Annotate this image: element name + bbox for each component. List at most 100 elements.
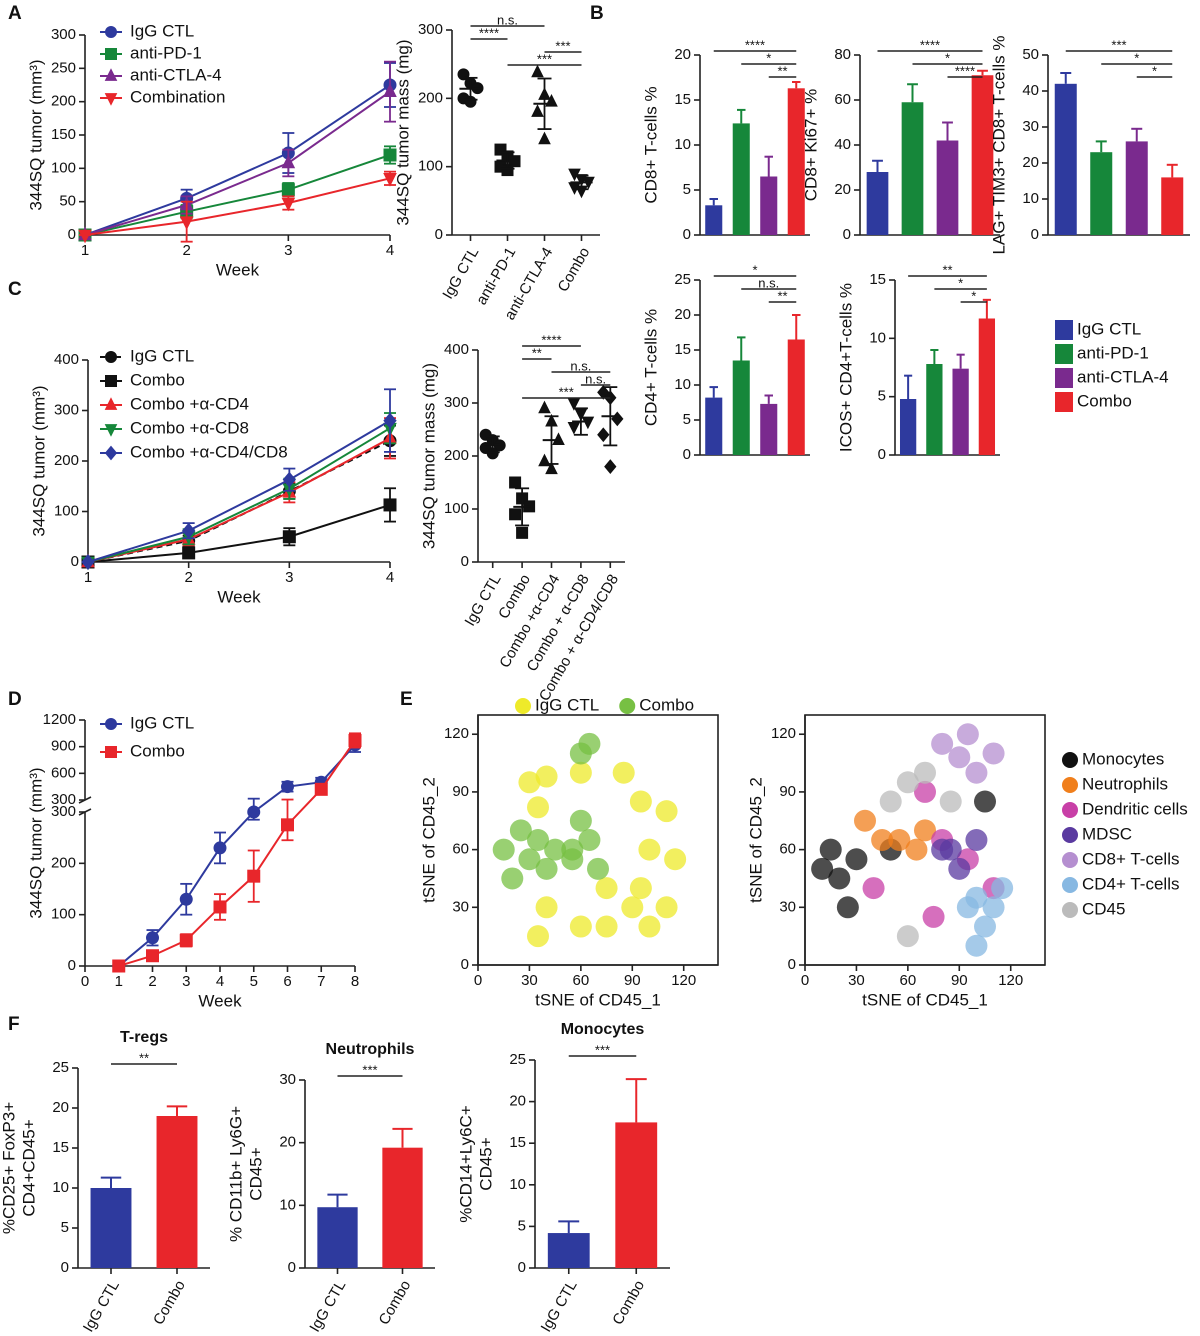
y-tick-label: 0 (461, 956, 469, 973)
x-axis-label: tSNE of CD45_1 (535, 990, 661, 1009)
y-tick-label: 60 (452, 841, 469, 858)
legend-label: anti-CTLA-4 (130, 65, 222, 84)
y-tick-label: 30 (1022, 118, 1039, 135)
bar (732, 360, 750, 455)
marker (281, 197, 296, 212)
x-tick-label: 2 (184, 569, 192, 586)
x-tick-label: IgG CTL (306, 1277, 349, 1335)
point (612, 761, 635, 784)
x-tick-label: IgG CTL (538, 1277, 581, 1335)
y-tick-label: 0 (683, 446, 691, 463)
marker (282, 471, 296, 488)
bar (547, 1233, 590, 1268)
y-axis-label: LAG+ TIM3+ CD8+ T-cells % (989, 35, 1008, 254)
y-tick-label: 0 (288, 1259, 296, 1276)
legend-label: IgG CTL (130, 713, 194, 732)
marker (383, 412, 397, 429)
x-tick-label: 3 (284, 242, 292, 259)
point (501, 867, 524, 890)
point (896, 925, 919, 948)
panel-label: A (8, 3, 22, 24)
bracket-label: n.s. (497, 12, 518, 27)
bracket-label: **** (745, 37, 765, 52)
bar (978, 318, 996, 455)
y-tick-label: 30 (279, 1071, 296, 1088)
line (87, 503, 391, 563)
sd-bar (574, 174, 589, 191)
marker (105, 48, 117, 60)
y-tick-label: 50 (59, 193, 76, 210)
bar (1054, 83, 1077, 235)
y-tick-label: 15 (52, 1139, 69, 1156)
y-tick-label: 0 (1031, 226, 1039, 243)
marker (104, 68, 118, 81)
marker (179, 933, 193, 947)
y-tick-label: 300 (418, 21, 443, 38)
point (535, 857, 558, 880)
line (87, 437, 391, 563)
y-tick-label: 25 (674, 271, 691, 288)
point (629, 790, 652, 813)
marker (597, 427, 610, 443)
y-tick-label: 20 (279, 1134, 296, 1151)
x-tick-label: 3 (182, 973, 190, 990)
x-tick-label: 1 (81, 242, 89, 259)
point (854, 809, 876, 832)
point (527, 829, 549, 851)
bracket-label: **** (541, 332, 561, 347)
error-bar (327, 1193, 348, 1208)
bracket-label: **** (920, 37, 940, 52)
error-bar (1131, 127, 1143, 142)
marker (105, 746, 117, 758)
point (991, 877, 1014, 900)
y-tick-label: 400 (54, 351, 79, 368)
x-tick-label: Combo (609, 1277, 648, 1327)
marker (281, 780, 294, 794)
sd-bar (500, 151, 515, 170)
y-tick-label: 15 (674, 341, 691, 358)
legend-label: Combo (1077, 391, 1132, 410)
x-tick-label: 4 (386, 242, 394, 259)
y-tick-label: 0 (878, 446, 886, 463)
point (664, 848, 687, 871)
point (655, 800, 678, 823)
legend-label: Combination (130, 87, 225, 106)
legend-label: CD8+ T-cells (1082, 849, 1179, 868)
y-tick-label: 10 (52, 1179, 69, 1196)
point (896, 771, 919, 794)
marker (493, 439, 506, 452)
bar (90, 1188, 132, 1268)
y-tick-label: 250 (51, 59, 76, 76)
marker (104, 424, 118, 437)
y-axis-label: % CD11b+ Ly6G+ (226, 1106, 245, 1242)
bracket-label: n.s. (758, 275, 779, 290)
y-tick-label: 5 (518, 1217, 526, 1234)
y-tick-label: 20 (509, 1093, 526, 1110)
marker (494, 143, 507, 156)
x-axis-label: tSNE of CD45_1 (862, 990, 988, 1009)
y-tick-label: 0 (461, 553, 469, 570)
x-tick-label: 1 (115, 973, 123, 990)
y-tick-label: 60 (779, 841, 796, 858)
line (87, 427, 391, 563)
marker (105, 718, 117, 730)
legend-label: MDSC (1082, 824, 1132, 843)
bracket-label: *** (362, 1062, 377, 1077)
y-axis-label: 344SQ tumor (mm³) (29, 385, 48, 536)
bar (952, 368, 969, 455)
legend-label: IgG CTL (535, 695, 599, 714)
bar (382, 1147, 423, 1268)
y-tick-label: 0 (61, 1259, 69, 1276)
y-tick-label: 90 (779, 783, 796, 800)
point (828, 867, 851, 890)
y-tick-label: 100 (444, 500, 469, 517)
y-tick-label: 30 (452, 898, 469, 915)
bar (787, 339, 805, 455)
y-tick-label: 600 (51, 764, 76, 781)
marker (383, 173, 397, 187)
point (948, 857, 971, 880)
point (862, 877, 885, 900)
panel-label: F (8, 1014, 20, 1035)
x-tick-label: 90 (951, 972, 968, 989)
